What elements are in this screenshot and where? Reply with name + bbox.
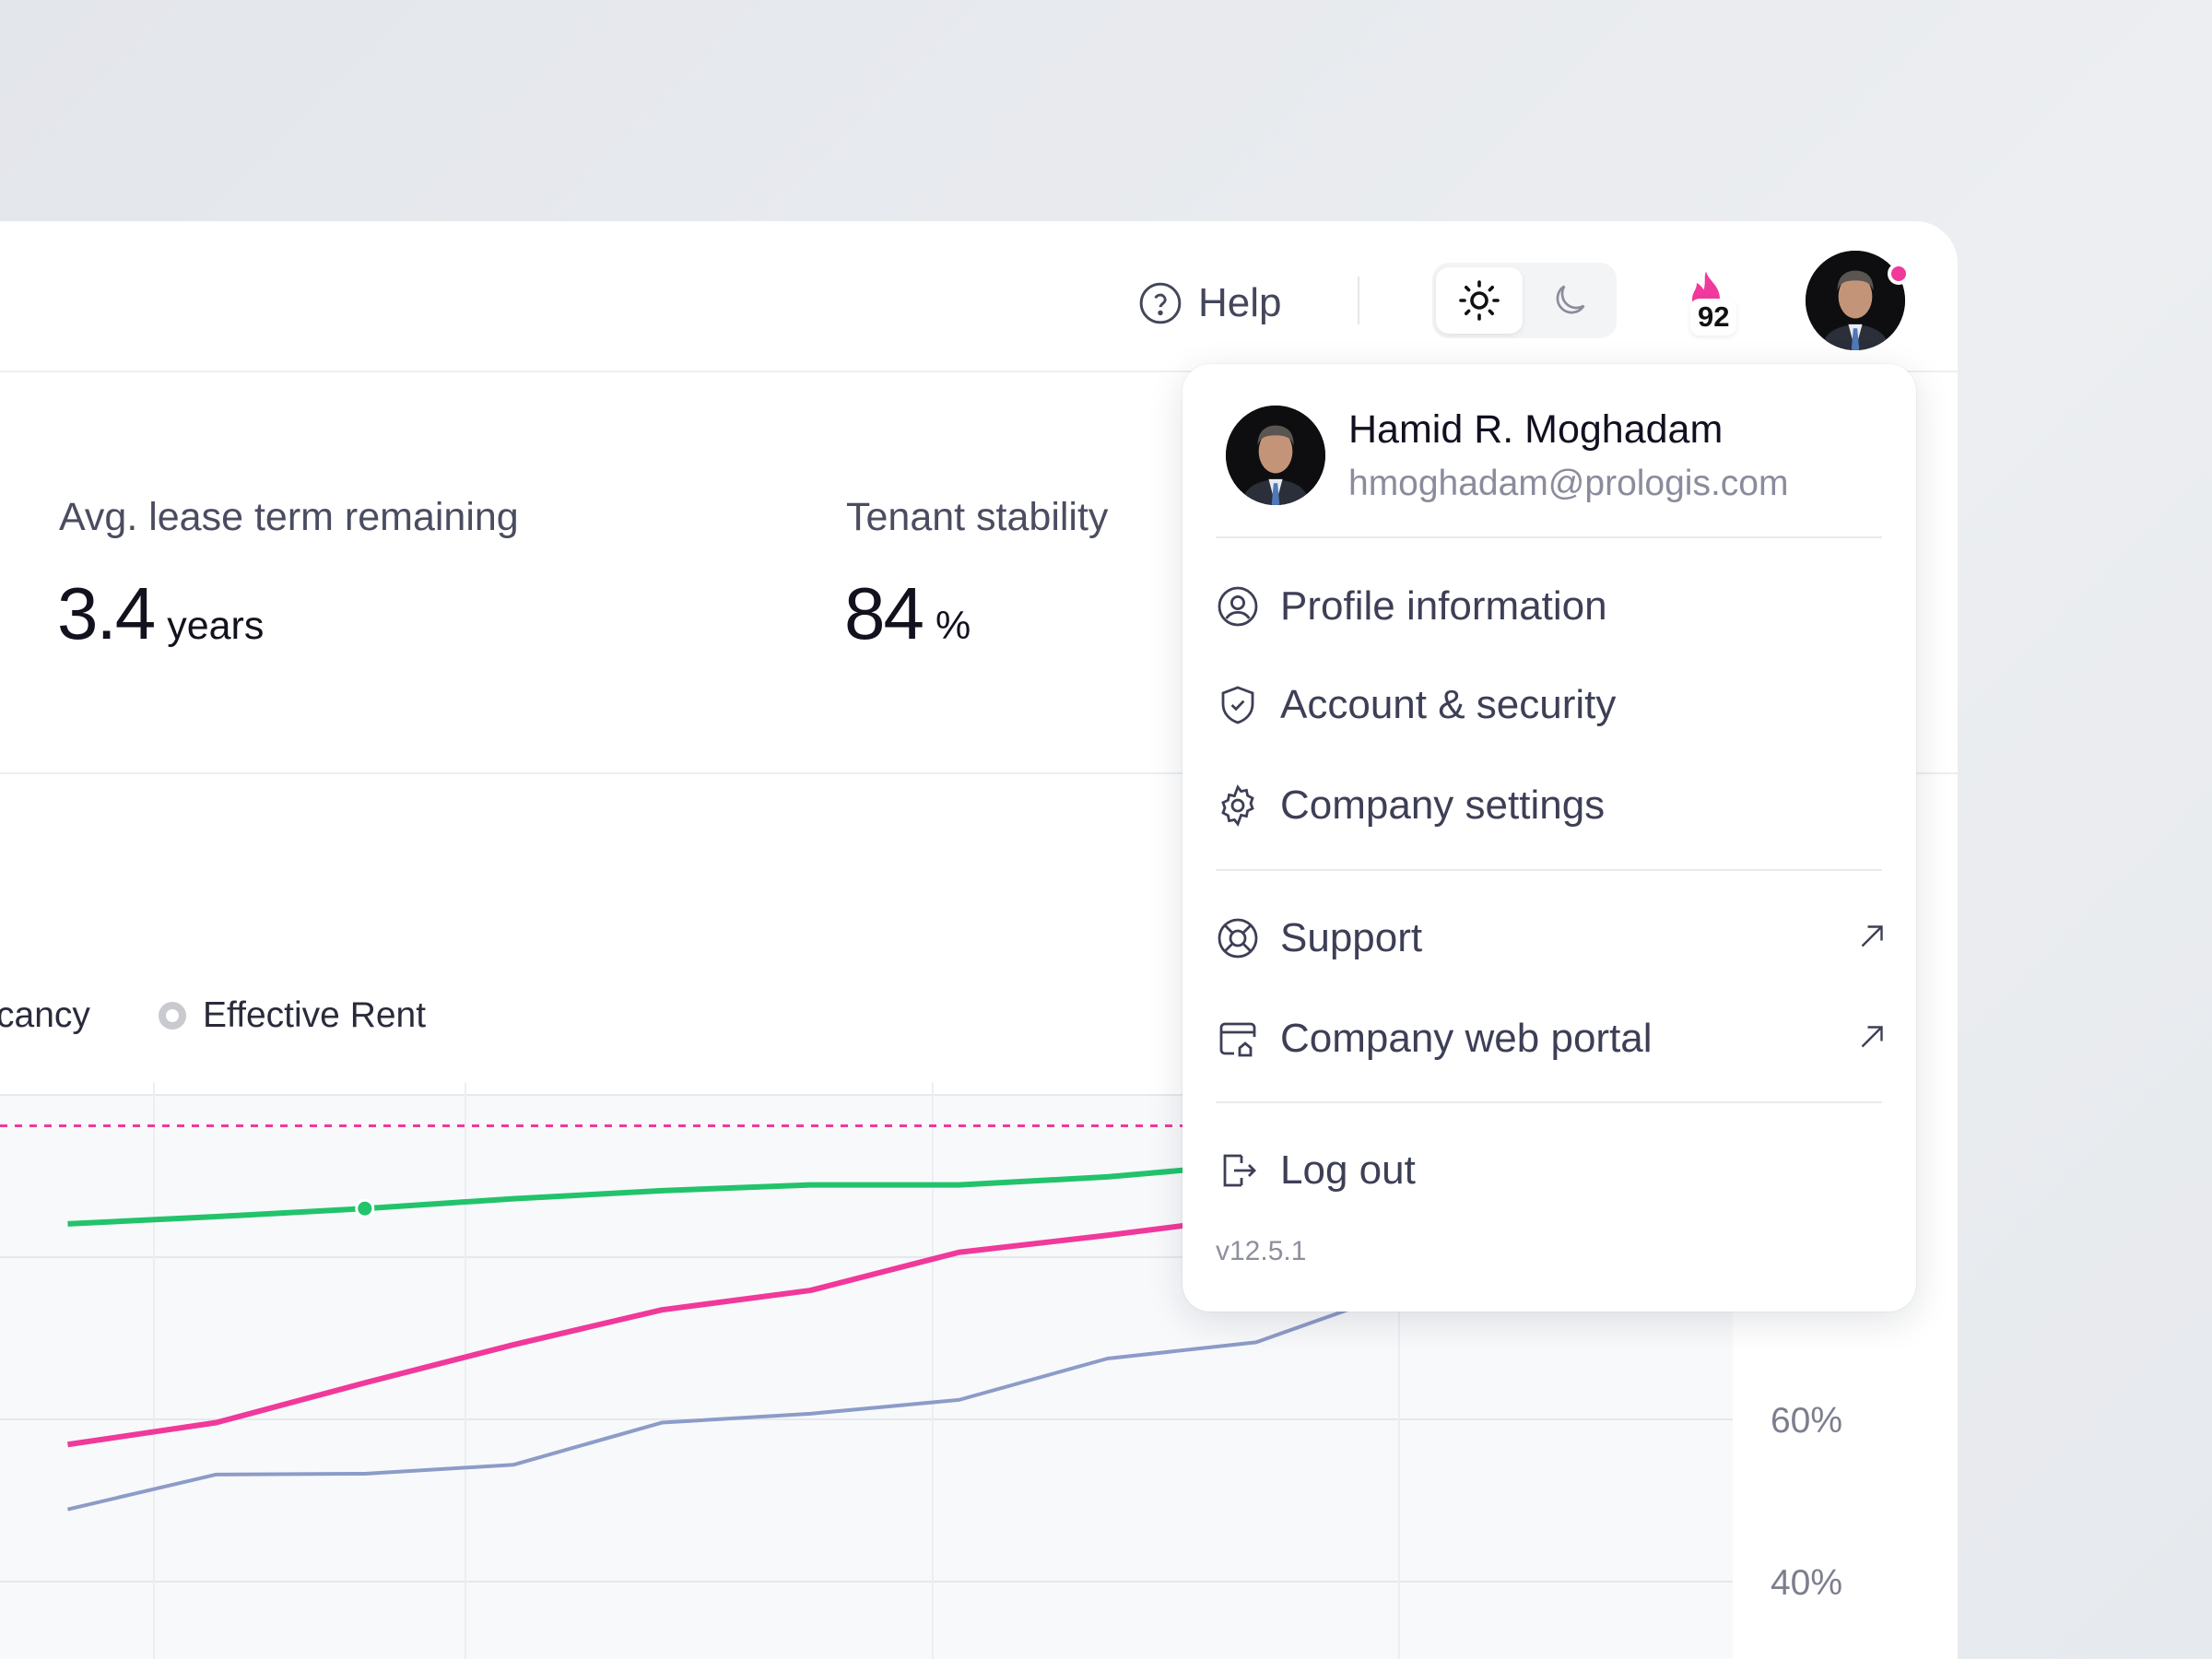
- menu-item-support[interactable]: Support: [1216, 901, 1888, 975]
- external-link-arrow-icon: [1861, 925, 1883, 947]
- series-line: [67, 1214, 1257, 1448]
- y-tick-label: 40%: [1771, 1563, 1842, 1603]
- user-name: Hamid R. Moghadam: [1348, 407, 1724, 452]
- legend-label: Effective Rent: [203, 995, 427, 1035]
- stat-label: Tenant stability: [846, 495, 1109, 539]
- help-button[interactable]: Help: [1137, 280, 1282, 326]
- series-line: [67, 1160, 1257, 1227]
- menu-item-company-web-portal[interactable]: Company web portal: [1216, 1002, 1888, 1076]
- divider: [1216, 869, 1882, 871]
- streak-count: 92: [1690, 299, 1737, 335]
- divider: [1216, 1101, 1882, 1103]
- legend-marker-icon: [159, 1002, 186, 1030]
- stat-number: 3.4: [57, 572, 156, 654]
- menu-item-log-out[interactable]: Log out: [1216, 1134, 1888, 1207]
- menu-item-label: Company settings: [1280, 782, 1606, 828]
- lifebuoy-icon: [1218, 918, 1258, 959]
- gear-icon: [1221, 784, 1254, 827]
- avatar-photo-icon: [1226, 406, 1325, 505]
- sun-icon: [1459, 280, 1500, 321]
- divider: [1216, 536, 1882, 538]
- data-point-marker: [355, 1198, 375, 1218]
- app-version: v12.5.1: [1216, 1236, 1307, 1266]
- logout-icon: [1223, 1154, 1256, 1187]
- top-bar: Help 92: [0, 221, 1958, 372]
- user-menu-dropdown: Hamid R. Moghadam hmoghadam@prologis.com…: [1182, 364, 1916, 1312]
- moon-icon: [1556, 285, 1585, 314]
- theme-toggle: [1432, 263, 1617, 338]
- stat-unit: %: [935, 604, 971, 648]
- series-line: [67, 1288, 1406, 1512]
- external-link-arrow-icon: [1861, 1026, 1883, 1048]
- menu-item-label: Log out: [1280, 1147, 1416, 1193]
- divider: [0, 772, 1958, 774]
- menu-item-profile-information[interactable]: Profile information: [1216, 570, 1888, 643]
- stat-unit: years: [167, 604, 265, 648]
- menu-avatar: [1226, 406, 1325, 505]
- light-mode-button[interactable]: [1436, 267, 1523, 334]
- y-tick-label: 60%: [1771, 1401, 1842, 1441]
- question-circle-icon: [1139, 282, 1182, 324]
- stat-label: Avg. lease term remaining: [59, 495, 519, 539]
- help-label: Help: [1198, 280, 1282, 325]
- menu-item-label: Account & security: [1280, 682, 1617, 727]
- menu-item-label: Profile information: [1280, 583, 1607, 629]
- legend-label: cancy: [0, 995, 90, 1035]
- browser-icon: [1219, 1022, 1256, 1057]
- stat-number: 84: [844, 572, 924, 654]
- divider: [1358, 276, 1359, 324]
- notification-dot: [1888, 263, 1910, 285]
- user-circle-icon: [1218, 586, 1258, 627]
- streak-indicator[interactable]: 92: [1676, 269, 1749, 343]
- legend-item-effective-rent[interactable]: Effective Rent: [159, 995, 426, 1036]
- stat-value: 84%: [844, 571, 971, 656]
- menu-item-label: Company web portal: [1280, 1016, 1653, 1061]
- menu-item-account-security[interactable]: Account & security: [1216, 668, 1888, 742]
- dark-mode-button[interactable]: [1526, 267, 1613, 334]
- legend-item[interactable]: cancy: [0, 995, 90, 1036]
- user-email: hmoghadam@prologis.com: [1348, 464, 1789, 503]
- stat-value: 3.4 years: [57, 571, 264, 656]
- menu-item-label: Support: [1280, 915, 1423, 960]
- shield-check-icon: [1221, 686, 1254, 724]
- menu-item-company-settings[interactable]: Company settings: [1216, 769, 1888, 842]
